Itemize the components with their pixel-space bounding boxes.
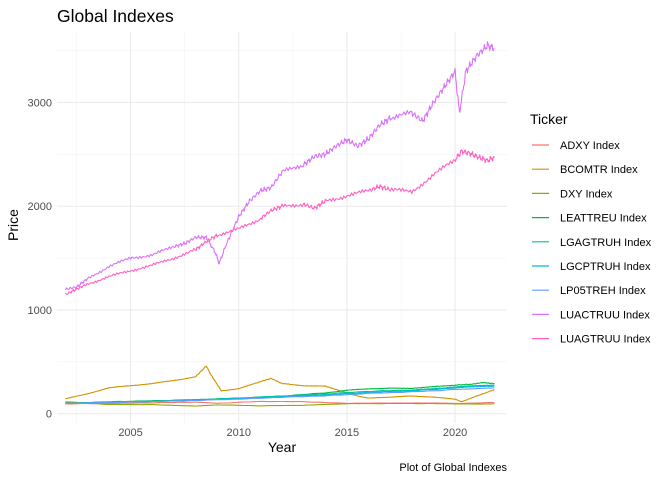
legend-label: ADXY Index xyxy=(560,140,620,152)
series-lines xyxy=(65,41,495,407)
series-line-luagtruu-index xyxy=(65,149,495,295)
chart-title: Global Indexes xyxy=(57,6,174,26)
y-tick-label: 0 xyxy=(46,409,52,421)
legend-label: LUAGTRUU Index xyxy=(560,334,651,346)
x-tick-labels: 2005 2010 2015 2020 xyxy=(118,427,467,439)
x-tick-label: 2010 xyxy=(226,427,250,439)
legend-label: BCOMTR Index xyxy=(560,164,638,176)
y-tick-labels: 0 1000 2000 3000 xyxy=(28,98,52,421)
legend-label: LEATTREU Index xyxy=(560,213,647,225)
x-tick-label: 2005 xyxy=(118,427,142,439)
series-line-dxy-index xyxy=(65,401,495,407)
legend-label: LUACTRUU Index xyxy=(560,309,650,321)
y-tick-label: 3000 xyxy=(28,98,52,110)
y-tick-label: 1000 xyxy=(28,305,52,317)
legend: Ticker ADXY Index BCOMTR Index DXY Index LE… xyxy=(530,111,652,346)
series-line-lp05treh-index xyxy=(65,387,495,404)
x-tick-label: 2020 xyxy=(443,427,467,439)
series-line-adxy-index xyxy=(65,400,495,405)
series-line-lgagtruh-index xyxy=(65,384,495,404)
legend-label: LGCPTRUH Index xyxy=(560,261,651,273)
y-tick-label: 2000 xyxy=(28,201,52,213)
series-line-bcomtr-index xyxy=(65,365,495,403)
chart-caption: Plot of Global Indexes xyxy=(399,462,507,474)
grid-lines xyxy=(57,32,507,423)
legend-label: LP05TREH Index xyxy=(560,285,646,297)
series-line-luactruu-index xyxy=(65,41,495,291)
y-axis-title: Price xyxy=(5,209,21,241)
legend-label: LGAGTRUH Index xyxy=(560,237,652,249)
x-tick-label: 2015 xyxy=(335,427,359,439)
legend-label: DXY Index xyxy=(560,188,613,200)
x-axis-title: Year xyxy=(268,439,297,455)
legend-title: Ticker xyxy=(530,111,568,127)
